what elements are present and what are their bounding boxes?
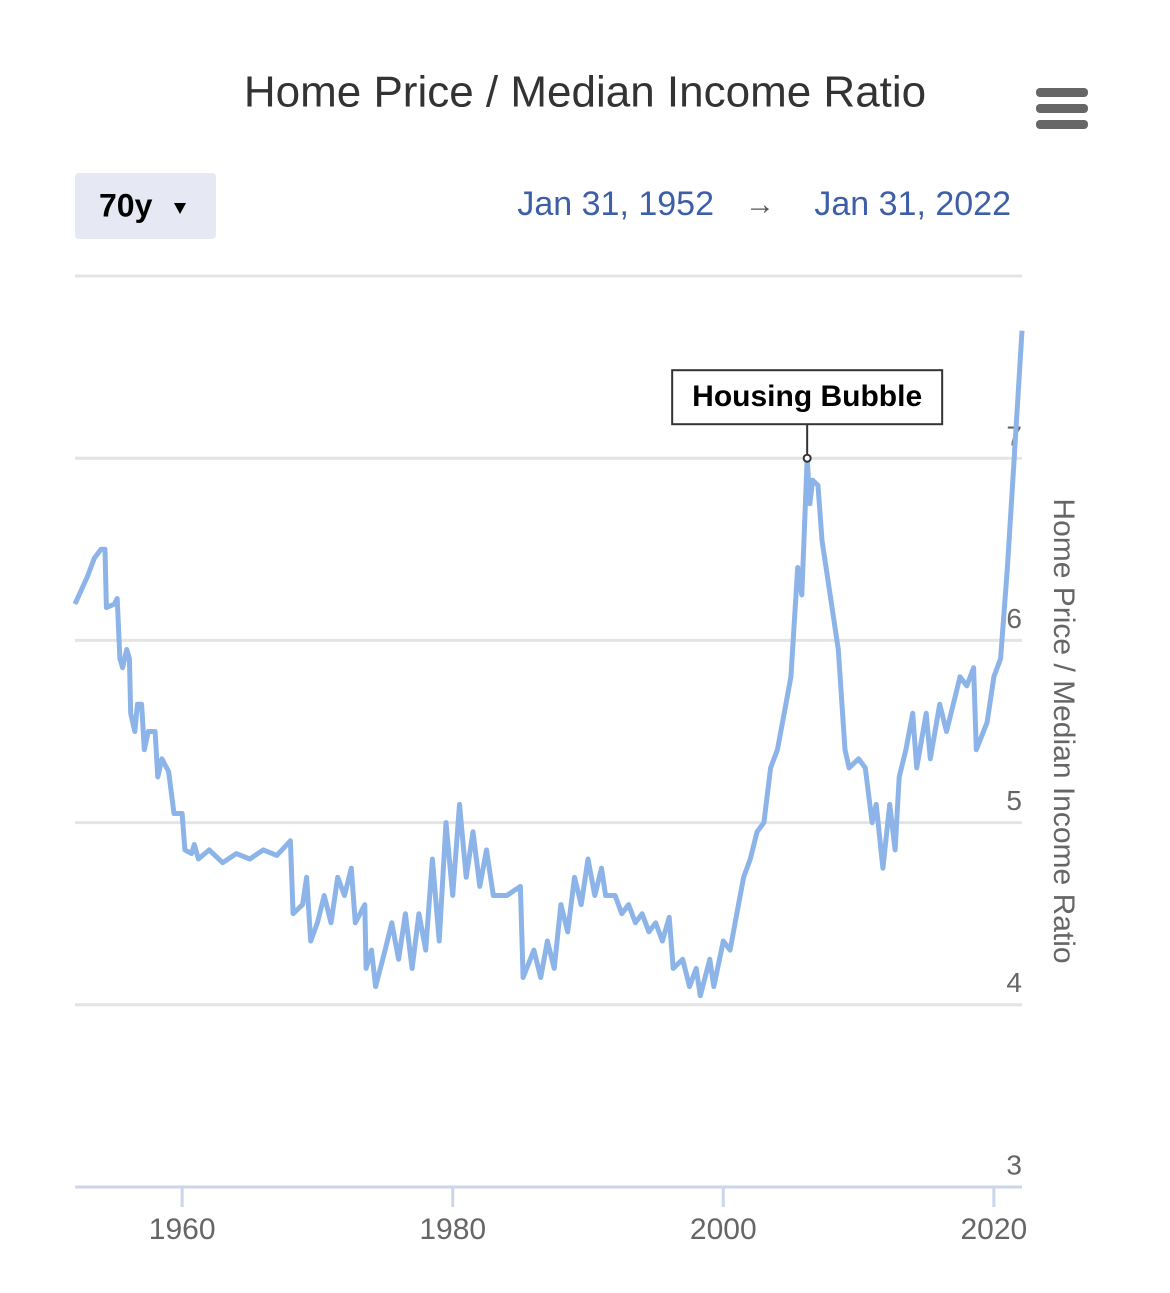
y-tick-label: 3	[1006, 1149, 1022, 1180]
annotation-label: Housing Bubble	[692, 380, 922, 413]
menu-button[interactable]	[1036, 88, 1088, 129]
annotation-point	[802, 453, 812, 463]
chart-title: Home Price / Median Income Ratio	[244, 68, 926, 117]
x-tick-label: 1980	[419, 1213, 486, 1246]
y-tick-label: 4	[1006, 967, 1022, 998]
data-line	[72, 330, 1025, 999]
dropdown-arrow	[174, 203, 186, 214]
y-tick-label: 6	[1006, 603, 1022, 634]
range-button-label: 70y	[99, 187, 153, 223]
x-tick-label: 2000	[690, 1213, 757, 1246]
range-button-bg	[75, 173, 216, 239]
x-tick-label: 1960	[149, 1213, 216, 1246]
menu-bar	[1036, 120, 1088, 129]
x-tick-label: 2020	[960, 1213, 1027, 1246]
y-tick-label: 5	[1006, 785, 1022, 816]
y-axis-title: Home Price / Median Income Ratio	[1047, 498, 1080, 963]
range-start[interactable]: Jan 31, 1952	[517, 185, 714, 223]
range-end[interactable]: Jan 31, 2022	[814, 185, 1011, 223]
menu-bar	[1036, 104, 1088, 113]
range-separator: →	[745, 188, 775, 221]
menu-bar	[1036, 88, 1088, 97]
annotation-box	[671, 369, 944, 426]
range-button[interactable]: 70y	[75, 173, 216, 239]
